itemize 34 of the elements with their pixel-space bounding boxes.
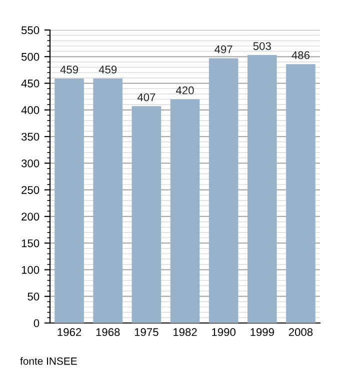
- data-label: 497: [214, 45, 232, 54]
- bar: [132, 106, 162, 323]
- y-tick-label: 450: [21, 80, 40, 88]
- source-note: fonte INSEE: [20, 357, 77, 365]
- bar: [286, 64, 316, 323]
- bar: [93, 78, 123, 323]
- y-tick-label: 400: [21, 106, 40, 114]
- bar: [170, 99, 200, 323]
- y-tick-label: 150: [22, 239, 40, 248]
- x-tick-label: 1990: [212, 328, 236, 336]
- y-tick-label: 200: [22, 212, 40, 221]
- x-tick-label: 2008: [288, 328, 313, 336]
- y-tick-label: 50: [28, 292, 40, 300]
- x-tick-label: 1982: [173, 328, 197, 336]
- x-tick-label: 1975: [134, 328, 158, 336]
- y-tick-label: 550: [21, 26, 40, 34]
- bar: [54, 78, 84, 323]
- x-tick-label: 1968: [96, 328, 120, 336]
- y-tick-label: 100: [22, 266, 40, 274]
- data-label: 459: [98, 66, 117, 74]
- y-tick-label: 250: [22, 186, 40, 194]
- data-label: 486: [292, 51, 310, 60]
- y-tick-label: 0: [34, 319, 40, 328]
- data-label: 407: [137, 93, 156, 102]
- data-label: 420: [176, 86, 194, 94]
- data-label: 503: [253, 42, 271, 50]
- y-tick-label: 350: [21, 132, 40, 141]
- x-tick-label: 1962: [58, 328, 82, 336]
- y-tick-label: 300: [21, 159, 40, 168]
- y-tick-label: 500: [21, 52, 40, 61]
- x-tick-label: 1999: [250, 328, 274, 336]
- bar: [208, 58, 238, 323]
- bar: [247, 55, 277, 323]
- data-label: 459: [60, 66, 78, 74]
